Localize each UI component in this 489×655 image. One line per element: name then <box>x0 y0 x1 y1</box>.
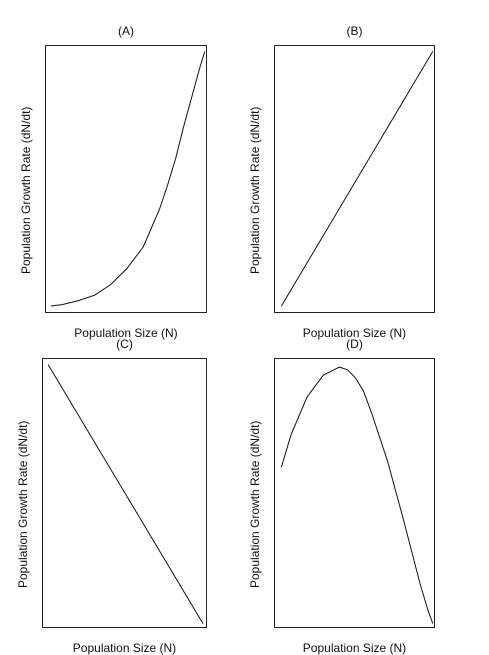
plot-svg <box>47 364 204 624</box>
chart-title: (D) <box>346 337 363 351</box>
series-line <box>280 366 434 624</box>
plot-svg <box>280 366 434 624</box>
chart-title: (B) <box>346 24 363 38</box>
x-axis-label: Population Size (N) <box>302 641 407 655</box>
plot-area <box>274 45 435 313</box>
plot-svg <box>50 51 206 307</box>
plot-area <box>274 358 435 628</box>
y-axis-label: Population Growth Rate (dN/dt) <box>248 420 262 588</box>
series-line <box>50 51 206 307</box>
series-line <box>47 364 204 624</box>
plot-area <box>45 45 207 313</box>
x-axis-label: Population Size (N) <box>302 326 407 340</box>
y-axis-label: Population Growth Rate (dN/dt) <box>19 106 33 274</box>
plot-area <box>42 358 207 628</box>
x-axis-label: Population Size (N) <box>74 326 178 340</box>
plot-svg <box>280 51 434 307</box>
series-line <box>280 51 434 307</box>
y-axis-label: Population Growth Rate (dN/dt) <box>248 106 262 274</box>
chart-title: (C) <box>116 337 133 351</box>
x-axis-label: Population Size (N) <box>72 641 177 655</box>
y-axis-label: Population Growth Rate (dN/dt) <box>16 420 30 588</box>
chart-title: (A) <box>118 24 134 38</box>
